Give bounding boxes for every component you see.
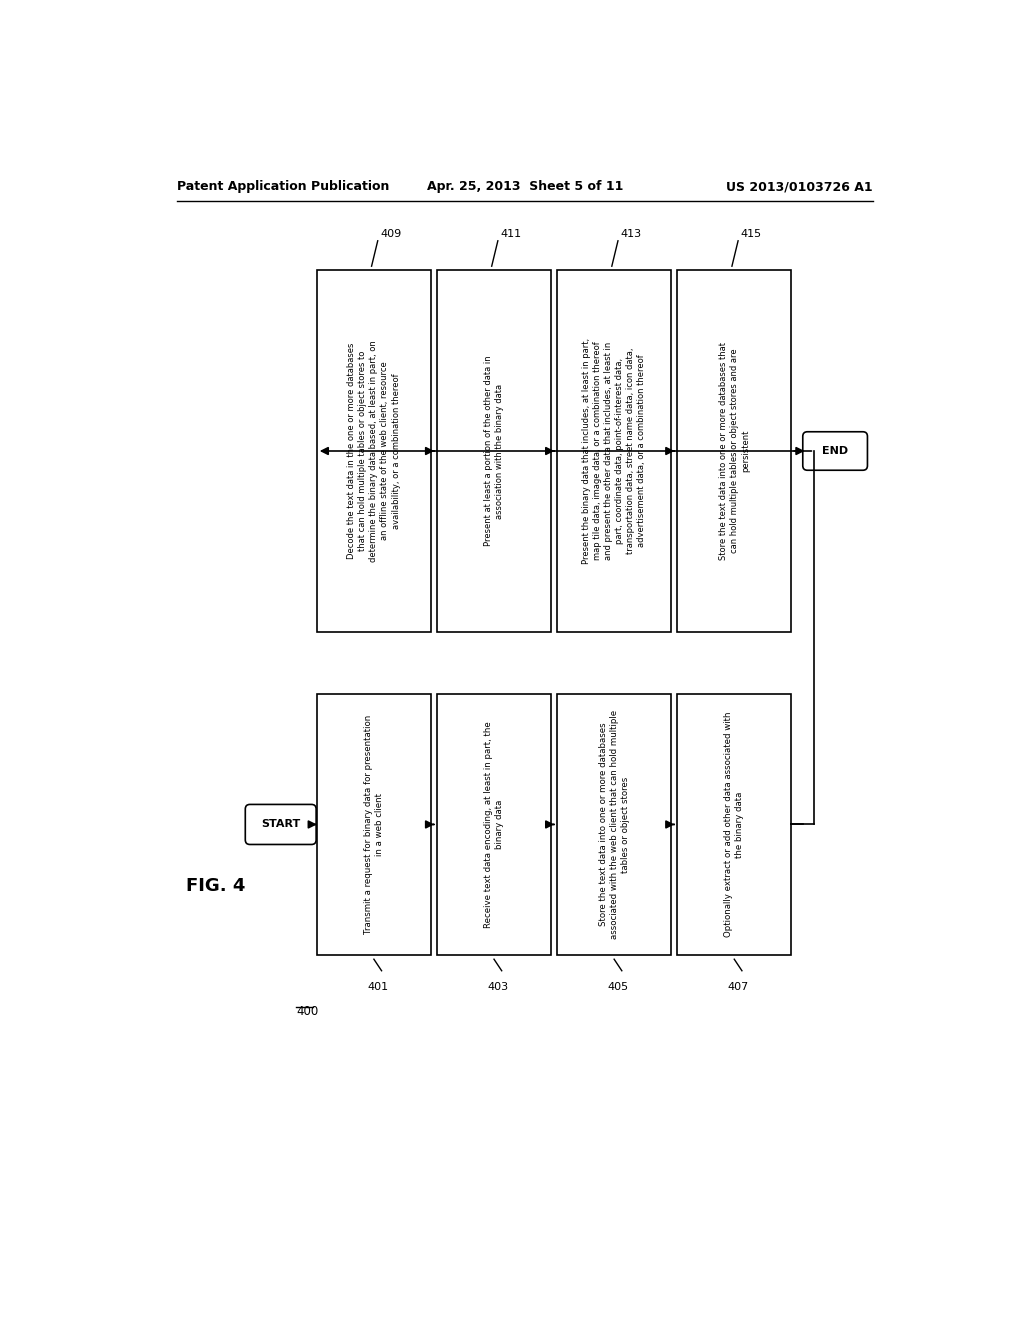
Text: Decode the text data in the one or more databases
that can hold multiple tables : Decode the text data in the one or more … xyxy=(347,341,400,562)
Text: Patent Application Publication: Patent Application Publication xyxy=(177,181,389,194)
Text: Present the binary data that includes, at least in part,
map tile data, image da: Present the binary data that includes, a… xyxy=(582,338,646,564)
Text: US 2013/0103726 A1: US 2013/0103726 A1 xyxy=(726,181,872,194)
Text: Apr. 25, 2013  Sheet 5 of 11: Apr. 25, 2013 Sheet 5 of 11 xyxy=(427,181,623,194)
Text: Receive text data encoding, at least in part, the
binary data: Receive text data encoding, at least in … xyxy=(484,721,504,928)
Text: 407: 407 xyxy=(727,982,749,993)
Text: Optionally extract or add other data associated with
the binary data: Optionally extract or add other data ass… xyxy=(724,711,744,937)
Text: 400: 400 xyxy=(296,1006,318,1019)
Text: 415: 415 xyxy=(740,230,762,239)
Bar xyxy=(316,693,431,956)
Text: 409: 409 xyxy=(380,230,401,239)
Text: 403: 403 xyxy=(487,982,508,993)
Text: FIG. 4: FIG. 4 xyxy=(186,876,246,895)
FancyBboxPatch shape xyxy=(246,804,316,845)
Text: Store the text data into one or more databases
associated with the web client th: Store the text data into one or more dat… xyxy=(598,710,630,939)
Bar xyxy=(557,271,671,632)
Text: 411: 411 xyxy=(500,230,521,239)
FancyBboxPatch shape xyxy=(803,432,867,470)
Bar xyxy=(677,693,792,956)
Text: 413: 413 xyxy=(621,230,641,239)
Text: Store the text data into one or more databases that
can hold multiple tables or : Store the text data into one or more dat… xyxy=(719,342,750,560)
Text: START: START xyxy=(261,820,300,829)
Text: Present at least a portion of the other data in
association with the binary data: Present at least a portion of the other … xyxy=(484,355,504,546)
Text: 405: 405 xyxy=(607,982,629,993)
Text: Transmit a request for binary data for presentation
in a web client: Transmit a request for binary data for p… xyxy=(364,715,384,935)
Bar xyxy=(316,271,431,632)
Bar xyxy=(677,271,792,632)
Bar xyxy=(437,271,551,632)
Text: 401: 401 xyxy=(368,982,388,993)
Bar xyxy=(557,693,671,956)
Bar xyxy=(437,693,551,956)
Text: END: END xyxy=(822,446,848,455)
